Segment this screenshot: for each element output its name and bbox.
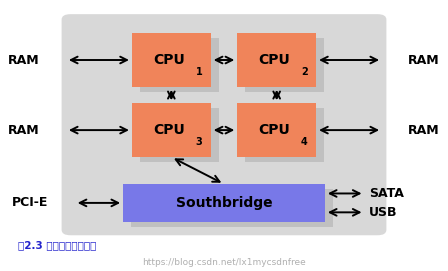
Text: 图2.3 集成的内存控制器: 图2.3 集成的内存控制器 (18, 240, 96, 250)
Text: RAM: RAM (408, 53, 440, 66)
FancyBboxPatch shape (237, 33, 316, 87)
Text: 1: 1 (195, 67, 202, 77)
Text: RAM: RAM (8, 124, 40, 137)
Text: Southbridge: Southbridge (176, 196, 272, 210)
Text: 4: 4 (301, 137, 308, 147)
FancyBboxPatch shape (132, 103, 211, 157)
FancyBboxPatch shape (140, 38, 219, 92)
Text: CPU: CPU (258, 123, 290, 137)
FancyBboxPatch shape (245, 108, 324, 162)
Text: 3: 3 (195, 137, 202, 147)
Text: CPU: CPU (153, 123, 185, 137)
Text: RAM: RAM (8, 53, 40, 66)
Text: PCI-E: PCI-E (12, 196, 48, 209)
Text: USB: USB (369, 206, 397, 219)
FancyBboxPatch shape (140, 108, 219, 162)
Text: CPU: CPU (258, 53, 290, 67)
FancyBboxPatch shape (245, 38, 324, 92)
FancyBboxPatch shape (132, 33, 211, 87)
FancyBboxPatch shape (62, 14, 386, 235)
FancyBboxPatch shape (237, 103, 316, 157)
Text: https://blog.csdn.net/lx1mycsdnfree: https://blog.csdn.net/lx1mycsdnfree (142, 258, 306, 267)
Text: 2: 2 (301, 67, 308, 77)
FancyBboxPatch shape (131, 189, 333, 227)
Text: SATA: SATA (369, 187, 404, 200)
Text: CPU: CPU (153, 53, 185, 67)
FancyBboxPatch shape (123, 184, 325, 222)
Text: RAM: RAM (408, 124, 440, 137)
